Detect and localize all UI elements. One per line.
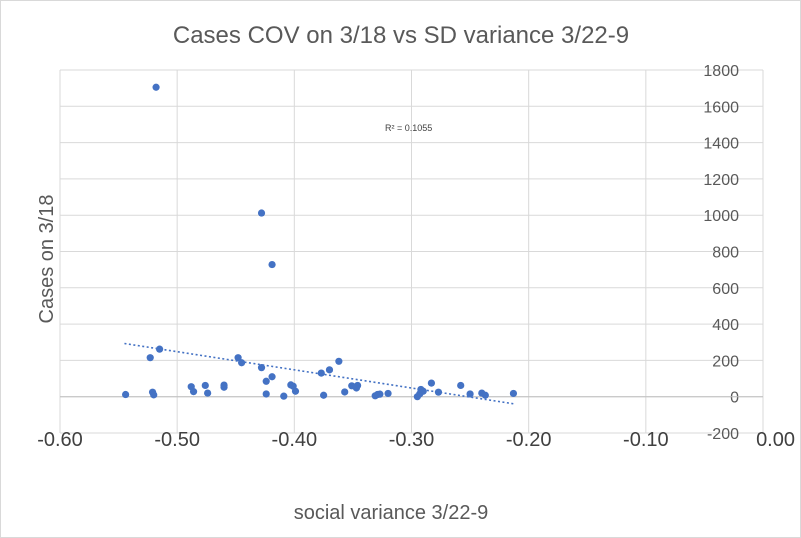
y-tick-label: 1000 (703, 208, 739, 225)
data-point (152, 83, 160, 91)
data-point (204, 389, 212, 397)
r-squared-label: R² = 0.1055 (385, 123, 432, 133)
x-axis-title: social variance 3/22-9 (294, 502, 489, 524)
data-point (457, 381, 465, 390)
y-axis-title: Cases on 3/18 (36, 195, 58, 324)
x-tick-label: -0.20 (506, 429, 552, 451)
data-point (481, 391, 489, 399)
y-tick-label: 1400 (703, 136, 739, 153)
data-point (220, 381, 228, 389)
data-point (122, 390, 130, 399)
data-point (234, 354, 242, 362)
x-tick-label: -0.50 (154, 429, 200, 451)
x-tick-label: 0.00 (756, 429, 795, 451)
y-tick-label: 800 (712, 245, 739, 262)
data-point (146, 354, 154, 362)
y-tick-label: 1800 (703, 63, 739, 80)
data-point (335, 357, 343, 365)
chart-title: Cases COV on 3/18 vs SD variance 3/22-9 (173, 22, 629, 49)
data-points (122, 83, 518, 401)
y-tick-label: 600 (712, 281, 739, 298)
y-tick-label: 400 (712, 317, 739, 334)
data-point (354, 381, 362, 390)
data-point (434, 388, 443, 396)
data-point (268, 373, 276, 381)
y-tick-label: 200 (712, 353, 739, 370)
trendline (124, 342, 515, 405)
data-point (238, 359, 246, 367)
y-tick-label: -200 (707, 426, 739, 443)
data-point (150, 391, 158, 399)
data-point (262, 377, 270, 385)
data-point (155, 345, 164, 353)
data-point (257, 364, 266, 372)
data-point (317, 369, 325, 377)
data-point (291, 387, 300, 395)
data-point (509, 389, 518, 398)
x-tick-label: -0.10 (623, 429, 669, 451)
data-point (384, 389, 392, 398)
y-axis: -200 0 200 400 600 800 1000 1200 1400 1600 1800 (703, 63, 739, 443)
data-point (268, 260, 276, 269)
x-axis: -0.60 -0.50 -0.40 -0.30 -0.20 -0.10 0.00 (37, 396, 795, 451)
data-point (320, 391, 328, 399)
data-point (201, 381, 209, 390)
data-point (341, 388, 349, 396)
y-tick-label: 0 (730, 390, 739, 407)
y-tick-label: 1200 (703, 172, 739, 189)
data-point (257, 209, 266, 217)
gridlines (59, 69, 764, 434)
trendline-group (124, 342, 515, 405)
y-tick-label: 1600 (703, 99, 739, 116)
data-point (325, 366, 334, 374)
x-tick-label: -0.40 (272, 429, 318, 451)
data-point (466, 390, 474, 398)
data-point (427, 379, 436, 387)
data-point (189, 388, 198, 396)
data-point (419, 387, 427, 395)
data-point (262, 390, 270, 398)
data-point (376, 390, 384, 398)
x-tick-label: -0.30 (389, 429, 435, 451)
data-point (280, 392, 288, 400)
x-tick-label: -0.60 (37, 429, 83, 451)
